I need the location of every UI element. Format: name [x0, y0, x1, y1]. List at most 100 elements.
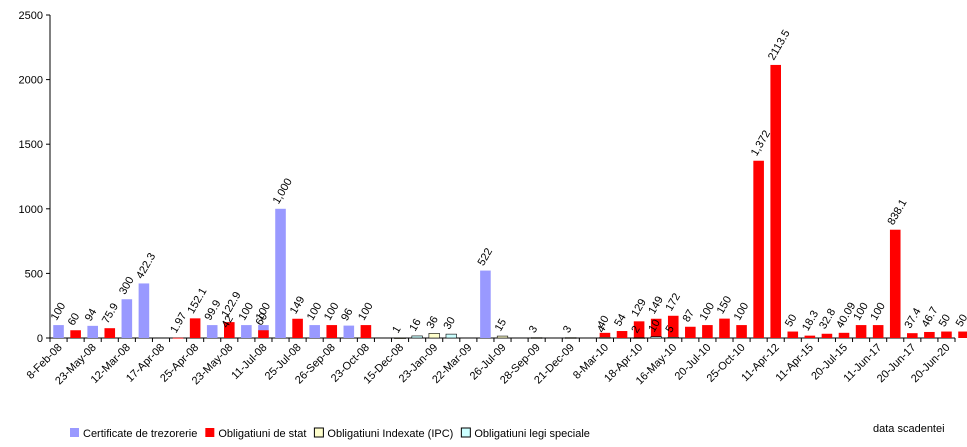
y-axis: 0 500 1000 1500 2000 2500 [19, 10, 51, 345]
bar-1 [804, 335, 816, 338]
bar-1 [838, 332, 850, 338]
x-tick-label: 11-Apr-15 [773, 342, 816, 385]
data-label: 94 [83, 307, 100, 324]
bar-1 [736, 325, 747, 338]
data-label: 100 [237, 301, 257, 323]
data-label: 50 [937, 312, 954, 329]
data-label: 2 [629, 324, 642, 335]
data-label: 1,000 [271, 176, 295, 206]
y-tick-label: 1500 [19, 139, 43, 151]
bar-1 [924, 331, 935, 338]
data-label: 100 [868, 301, 888, 323]
bar-1 [702, 325, 713, 338]
bar-3 [445, 333, 457, 339]
data-label: 2113.5 [766, 28, 793, 62]
bar-1 [633, 321, 645, 338]
bar-0 [87, 325, 98, 338]
data-label: 100 [732, 301, 752, 323]
bar-0 [206, 325, 218, 338]
bar-1 [326, 325, 338, 338]
bar-2 [633, 337, 645, 339]
data-label: 100 [49, 301, 69, 323]
x-axis-title: data scadentei [873, 423, 945, 435]
bar-0 [121, 299, 133, 338]
bars [53, 64, 967, 339]
x-axis: 8-Feb-0823-May-0812-Mar-0817-Apr-0825-Ap… [25, 337, 956, 387]
data-label: 10 [646, 318, 663, 335]
bar-1 [258, 330, 269, 338]
bar-1 [189, 318, 201, 338]
bar-0 [275, 208, 286, 338]
bar-1 [889, 229, 901, 338]
data-label: 3 [561, 324, 574, 335]
bar-1 [685, 326, 696, 338]
bar-1 [941, 331, 952, 338]
bar-1 [821, 333, 833, 338]
data-label: 1.97 [168, 311, 189, 336]
bar-2 [599, 337, 611, 339]
bar-1 [292, 318, 303, 338]
data-label: 60 [66, 311, 83, 328]
bar-1 [360, 325, 372, 338]
data-label: 149 [646, 294, 666, 316]
bar-3 [411, 335, 423, 339]
bar-1 [907, 333, 918, 338]
legend: Certificate de trezorerie Obligatiuni de … [70, 427, 590, 440]
legend-swatch [205, 428, 215, 437]
bar-1 [872, 325, 884, 338]
bar-2 [428, 333, 440, 339]
data-label: 15 [493, 317, 510, 334]
data-label: 5 [663, 324, 676, 335]
data-label: 522 [476, 246, 496, 268]
data-label: 18.3 [800, 309, 821, 334]
legend-swatch [313, 427, 324, 438]
bar-1 [650, 318, 662, 338]
data-label: 129 [629, 297, 649, 319]
bar-3 [650, 336, 662, 339]
legend-label: Obligatiuni Indexate (IPC) [327, 428, 453, 440]
data-label: 422.3 [134, 251, 158, 281]
bar-1 [616, 331, 628, 338]
bar-0 [241, 325, 252, 338]
data-label: 150 [715, 294, 735, 316]
data-label: 36 [424, 314, 441, 331]
bar-0 [309, 325, 320, 338]
y-tick-label: 1000 [19, 204, 43, 216]
data-label: 100 [698, 301, 718, 323]
bar-1 [719, 318, 730, 338]
bar-2 [531, 337, 543, 339]
legend-swatch [460, 427, 471, 438]
data-label: 50 [783, 312, 800, 329]
data-label: 4 [595, 324, 608, 335]
data-label: 100 [322, 301, 342, 323]
bar-0 [138, 283, 150, 338]
data-label: 40 [595, 314, 612, 331]
bar-0 [480, 270, 491, 338]
data-label: 100 [356, 301, 376, 323]
bar-1 [599, 332, 611, 338]
data-label: 50 [954, 312, 967, 329]
data-label: 838.1 [885, 197, 909, 227]
data-label: 30 [441, 315, 458, 332]
legend-swatch [70, 428, 79, 437]
data-label: 32.8 [817, 307, 838, 332]
legend-label: Certificate de trezorerie [83, 428, 197, 440]
bar-1 [104, 328, 116, 338]
y-tick-label: 0 [37, 333, 43, 345]
data-label: 16 [407, 317, 424, 334]
data-label: 1,372 [749, 128, 773, 158]
bar-0 [53, 325, 64, 338]
y-tick-label: 500 [25, 268, 43, 280]
bar-1 [958, 331, 967, 338]
bar-1 [753, 160, 764, 338]
bar-1 [770, 64, 782, 339]
bar-2 [496, 335, 509, 339]
bar-0 [343, 325, 355, 338]
data-label: 100 [851, 301, 871, 323]
data-label: 60 [254, 311, 271, 328]
data-label: 87 [681, 308, 698, 325]
data-label: 96 [339, 306, 356, 323]
bar-2 [667, 337, 679, 339]
